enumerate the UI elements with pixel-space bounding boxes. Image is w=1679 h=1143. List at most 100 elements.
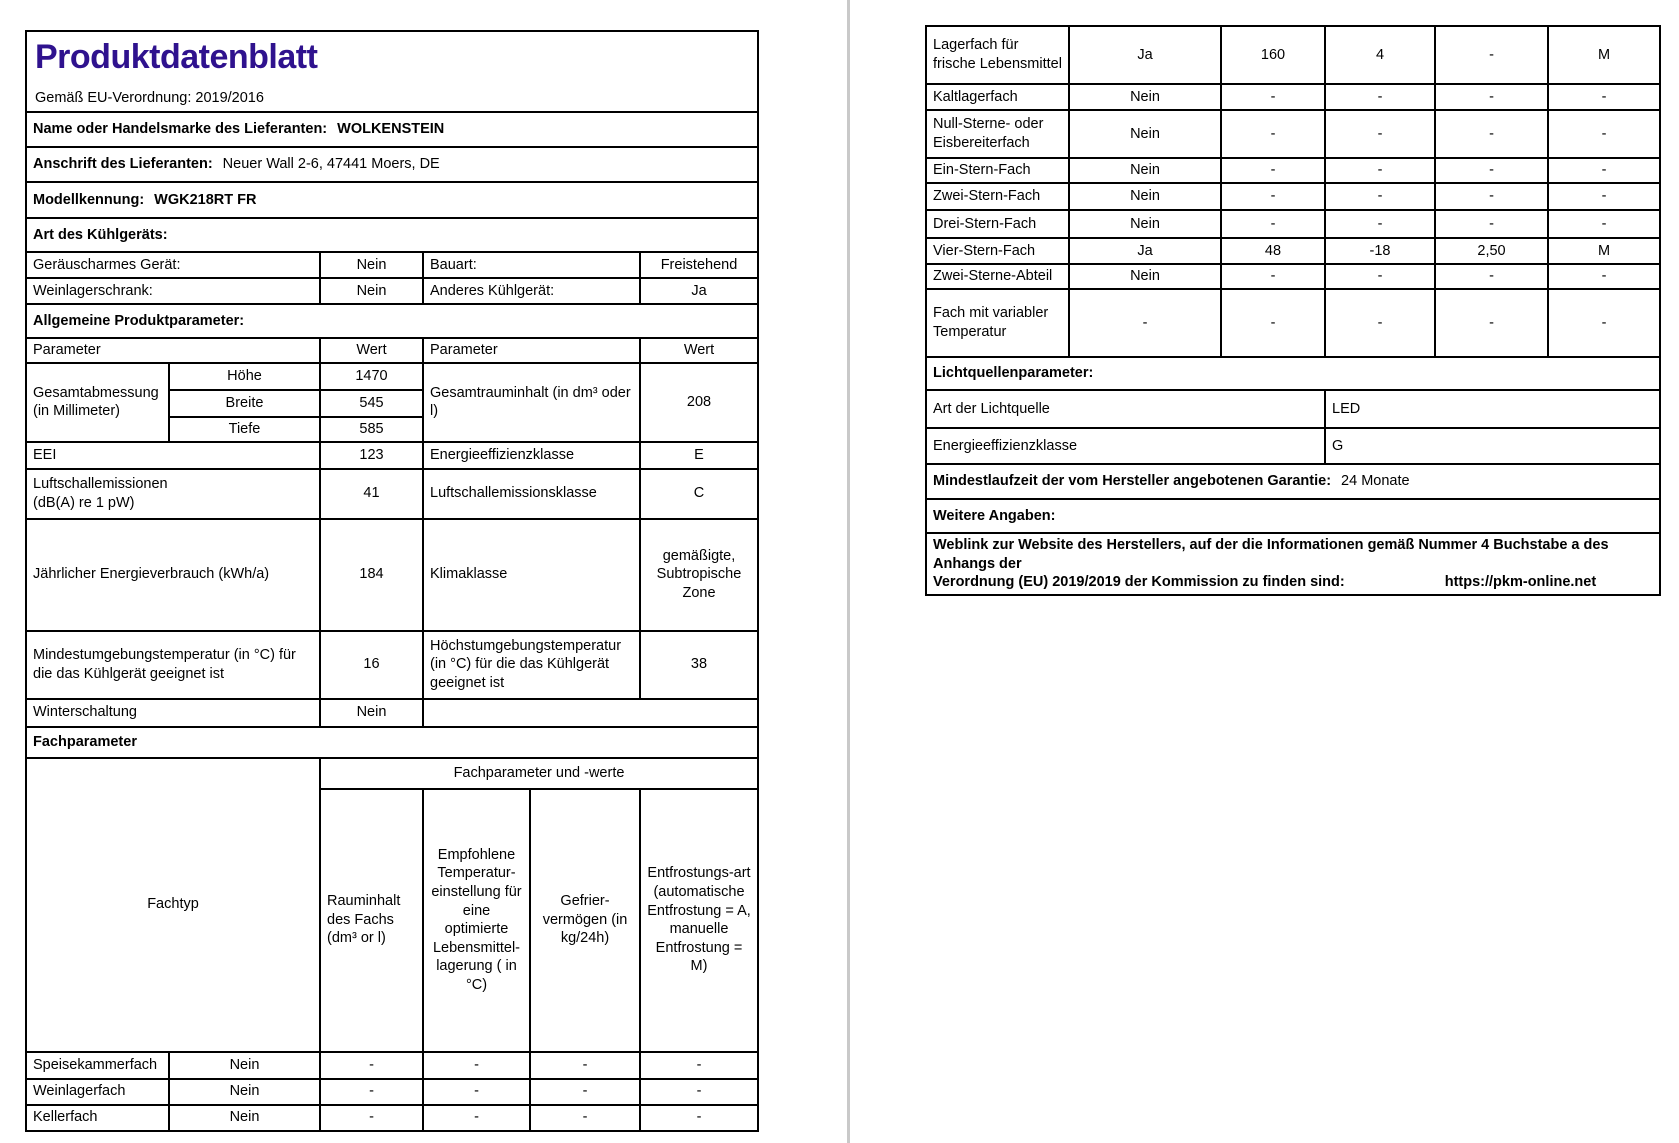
fach-row-value: - [319, 1050, 424, 1080]
supplier-name-row: Name oder Handelsmarke des Lieferanten: W… [25, 111, 759, 149]
param-value: 16 [319, 629, 424, 700]
param-value: C [639, 467, 759, 520]
dimension-value: 585 [319, 415, 424, 443]
fach-row-name: Zwei-Sterne-Abteil [925, 263, 1070, 290]
column-header-parameter: Parameter [422, 337, 641, 364]
weblink-row: Weblink zur Website des Herstellers, auf… [925, 532, 1661, 596]
fach-row-value: - [1547, 288, 1661, 358]
dimensions-label: Gesamtabmessung (in Millimeter) [25, 361, 170, 443]
fach-row-value: - [1324, 182, 1436, 211]
fach-row-name: Null-Sterne- oder Eisbereiterfach [925, 109, 1070, 159]
general-section-header: Allgemeine Produktparameter: [25, 303, 759, 340]
fach-section-header: Fachparameter [25, 725, 759, 759]
fach-row-value: - [1434, 109, 1549, 159]
param-label: Energieeffizienzklasse [422, 440, 641, 470]
fach-row-value: 48 [1220, 237, 1326, 265]
device-type-value: Nein [319, 251, 424, 280]
fach-row-value: - [1324, 263, 1436, 290]
device-type-label: Anderes Kühlgerät: [422, 277, 641, 306]
dimension-name: Tiefe [168, 415, 321, 443]
fach-row-value: - [1324, 109, 1436, 159]
light-source-value: LED [1324, 389, 1661, 429]
param-label: Mindestumgebungstemperatur (in °C) für d… [25, 629, 321, 700]
param-label: Luftschallemissionen (dB(A) re 1 pW) [25, 467, 321, 520]
param-value: 38 [639, 629, 759, 700]
fach-row-value: - [1547, 209, 1661, 239]
fach-row-value: - [1434, 209, 1549, 239]
dimension-name: Breite [168, 388, 321, 418]
fach-row-value: - [1324, 209, 1436, 239]
weblink-url[interactable]: https://pkm-online.net [1444, 574, 1597, 591]
fach-row-value: - [529, 1103, 641, 1132]
param-label: EEI [25, 440, 321, 470]
winter-label: Winterschaltung [25, 697, 321, 728]
fach-row-value: - [319, 1077, 424, 1106]
fach-row-value: - [639, 1103, 759, 1132]
fach-row-value: - [1220, 209, 1326, 239]
fach-col-header-temperatur: Empfohlene Temperatur-einstellung für ei… [422, 787, 531, 1053]
light-class-value: G [1324, 427, 1661, 465]
supplier-address-row: Anschrift des Lieferanten: Neuer Wall 2-6… [25, 146, 759, 184]
warranty-label: Mindestlaufzeit der vom Hersteller angeb… [933, 473, 1332, 490]
device-type-value: Ja [639, 277, 759, 306]
param-label: Klimaklasse [422, 517, 641, 632]
device-type-label: Geräuscharmes Gerät: [25, 251, 321, 280]
device-type-section-header: Art des Kühlgeräts: [25, 217, 759, 254]
device-type-value: Nein [319, 277, 424, 306]
fach-row-value: - [319, 1103, 424, 1132]
fach-row-name: Weinlagerfach [25, 1077, 170, 1106]
fach-row-present: Nein [1068, 109, 1222, 159]
fach-row-value: - [422, 1050, 531, 1080]
fach-row-name: Kaltlagerfach [925, 83, 1070, 111]
right-page-table: Lagerfach für frische Lebensmittel Ja 16… [925, 25, 1661, 596]
column-header-wert: Wert [639, 337, 759, 364]
fach-row-value: - [1220, 182, 1326, 211]
fach-row-value: - [529, 1077, 641, 1106]
param-value: 184 [319, 517, 424, 632]
fach-row-value: - [1547, 263, 1661, 290]
light-source-label: Art der Lichtquelle [925, 389, 1326, 429]
column-header-wert: Wert [319, 337, 424, 364]
fach-row-name: Fach mit variabler Temperatur [925, 288, 1070, 358]
title-cell: Produktdatenblatt Gemäß EU-Verordnung: 2… [25, 29, 759, 114]
fach-row-name: Kellerfach [25, 1103, 170, 1132]
fach-row-value: - [1220, 157, 1326, 184]
fach-row-value: - [1220, 288, 1326, 358]
fach-row-name: Ein-Stern-Fach [925, 157, 1070, 184]
fach-row-present: Ja [1068, 25, 1222, 85]
fach-row-value: - [422, 1103, 531, 1132]
model-row: Modellkennung: WGK218RT FR [25, 181, 759, 220]
light-class-label: Energieeffizienzklasse [925, 427, 1326, 465]
weblink-text-line2-label: Verordnung (EU) 2019/2019 der Kommission… [933, 574, 1345, 591]
left-page-table: Produktdatenblatt Gemäß EU-Verordnung: 2… [25, 29, 759, 1132]
supplier-address-label: Anschrift des Lieferanten: [33, 156, 213, 173]
fach-row-value: 160 [1220, 25, 1326, 85]
volume-value: 208 [639, 361, 759, 443]
supplier-name-value: WOLKENSTEIN [337, 121, 445, 138]
fach-row-value: - [1220, 109, 1326, 159]
fach-row-value: - [1434, 157, 1549, 184]
param-label: Luftschallemissionsklasse [422, 467, 641, 520]
fach-row-present: Nein [168, 1103, 321, 1132]
weblink-text-line2: Verordnung (EU) 2019/2019 der Kommission… [933, 573, 1653, 592]
fach-row-value: - [422, 1077, 531, 1106]
fach-row-present: Nein [1068, 157, 1222, 184]
fach-row-value: - [1434, 182, 1549, 211]
model-value: WGK218RT FR [154, 191, 257, 208]
fach-row-value: - [1434, 263, 1549, 290]
fach-col-header-gefriervermoegen: Gefrier-vermögen (in kg/24h) [529, 787, 641, 1053]
fach-row-value: - [1434, 288, 1549, 358]
fachtyp-header: Fachtyp [25, 756, 321, 1053]
fach-row-present: Nein [1068, 209, 1222, 239]
fach-row-present: - [1068, 288, 1222, 358]
dimension-name: Höhe [168, 361, 321, 391]
fach-row-value: - [1220, 83, 1326, 111]
model-label: Modellkennung: [33, 191, 145, 208]
fach-row-value: - [529, 1050, 641, 1080]
device-type-value: Freistehend [639, 251, 759, 280]
winter-value: Nein [319, 697, 424, 728]
fach-row-present: Nein [168, 1077, 321, 1106]
warranty-value: 24 Monate [1341, 473, 1410, 490]
device-type-label: Bauart: [422, 251, 641, 280]
fach-row-value: - [639, 1077, 759, 1106]
